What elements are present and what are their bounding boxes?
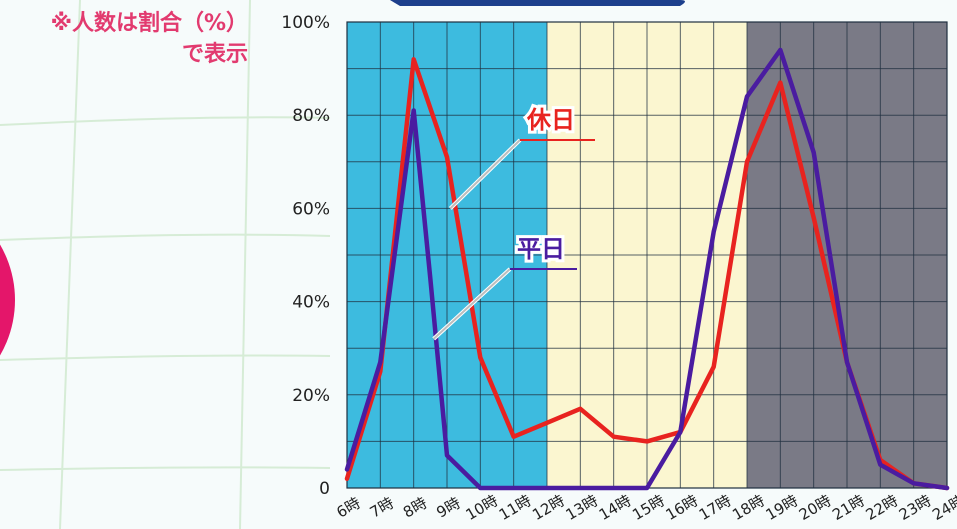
x-tick-label: 9時 (433, 494, 463, 522)
y-tick-label: 80% (292, 106, 330, 126)
series-line-1 (344, 47, 950, 491)
unit-note-line1: ※人数は割合（%） (50, 11, 248, 36)
x-tick-label: 24時 (929, 491, 957, 524)
series-label: 平日 (517, 235, 565, 263)
x-axis-ticks: 6時 7時 8時 9時10時11時12時13時14時15時16時17時18時19時20… (333, 491, 957, 524)
y-tick-label: 40% (292, 293, 330, 313)
y-tick-label: 0 (319, 479, 330, 499)
y-tick-label: 60% (292, 199, 330, 219)
x-tick-label: 7時 (367, 494, 397, 522)
y-tick-label: 20% (292, 386, 330, 406)
x-tick-label: 6時 (333, 494, 363, 522)
unit-note: ※人数は割合（%） で表示 (51, 8, 248, 70)
unit-note-line2: で表示 (181, 42, 248, 67)
series-lines (344, 47, 950, 491)
callout-leader (449, 139, 521, 210)
header-bar-decoration (390, 0, 685, 6)
y-axis-ticks: 0 20% 40% 60% 80% 100% (281, 13, 330, 499)
y-tick-label: 100% (281, 13, 330, 33)
series-label: 休日 (526, 106, 575, 134)
callout-leader (432, 268, 511, 340)
x-tick-label: 8時 (400, 494, 430, 522)
pink-circle-decoration (0, 244, 15, 356)
